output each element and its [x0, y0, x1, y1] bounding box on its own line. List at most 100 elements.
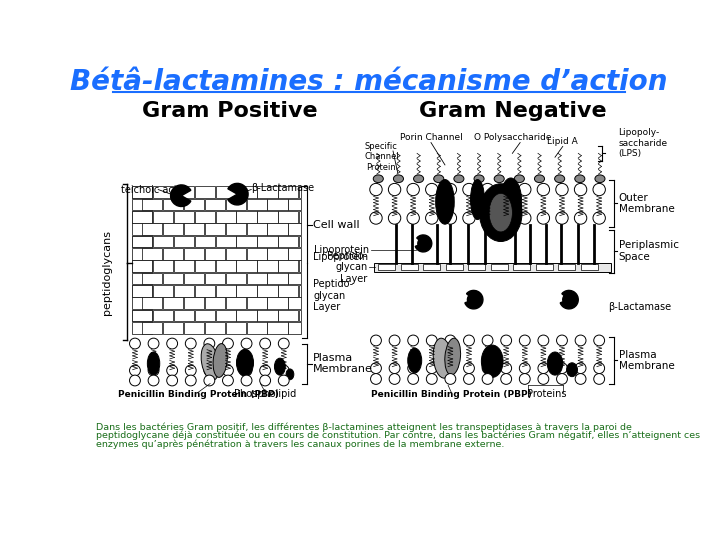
Bar — [279, 211, 299, 222]
Bar — [132, 298, 152, 309]
Bar — [401, 264, 418, 271]
Circle shape — [426, 335, 437, 346]
Bar — [132, 236, 152, 247]
Bar — [174, 211, 194, 222]
Bar — [184, 322, 204, 334]
Circle shape — [445, 374, 456, 384]
Circle shape — [241, 338, 252, 349]
Circle shape — [537, 212, 549, 224]
Circle shape — [185, 375, 196, 386]
Ellipse shape — [480, 184, 522, 241]
Bar — [163, 273, 183, 284]
Circle shape — [518, 212, 531, 224]
Bar — [300, 285, 301, 296]
Circle shape — [500, 363, 512, 374]
Circle shape — [279, 375, 289, 386]
Circle shape — [445, 363, 456, 374]
Bar — [132, 322, 152, 334]
Bar — [153, 260, 173, 272]
Text: β-Lactamase: β-Lactamase — [251, 183, 315, 193]
Circle shape — [426, 184, 438, 195]
Bar — [194, 211, 215, 222]
Circle shape — [500, 184, 513, 195]
Circle shape — [575, 374, 586, 384]
Circle shape — [556, 184, 568, 195]
Circle shape — [148, 338, 159, 349]
Bar — [132, 248, 152, 260]
Circle shape — [594, 374, 605, 384]
Bar — [558, 264, 575, 271]
Text: enzymes qu’après pénétration à travers les canaux porines de la membrane externe: enzymes qu’après pénétration à travers l… — [96, 439, 505, 449]
Circle shape — [371, 335, 382, 346]
Ellipse shape — [274, 358, 285, 375]
Circle shape — [482, 335, 493, 346]
Circle shape — [594, 363, 605, 374]
Circle shape — [500, 212, 513, 224]
Circle shape — [575, 363, 586, 374]
Bar — [246, 224, 266, 235]
Bar — [300, 260, 301, 272]
Bar — [215, 285, 235, 296]
Ellipse shape — [436, 179, 454, 224]
Ellipse shape — [413, 175, 423, 183]
Bar — [267, 224, 287, 235]
Bar — [132, 224, 152, 235]
Ellipse shape — [286, 369, 294, 380]
Text: peptidoglycans: peptidoglycans — [102, 230, 112, 315]
Bar — [153, 309, 173, 321]
Circle shape — [167, 365, 178, 376]
Text: peptidoglycane déjà constituée ou en cours de constitution. Par contre, dans les: peptidoglycane déjà constituée ou en cou… — [96, 430, 701, 440]
Circle shape — [167, 338, 178, 349]
Bar — [258, 211, 277, 222]
Circle shape — [388, 212, 401, 224]
Circle shape — [464, 363, 474, 374]
Bar — [300, 211, 301, 222]
Ellipse shape — [445, 338, 461, 375]
Ellipse shape — [454, 175, 464, 183]
Circle shape — [279, 338, 289, 349]
Circle shape — [482, 212, 494, 224]
Circle shape — [464, 374, 474, 384]
Ellipse shape — [201, 344, 219, 380]
Bar — [225, 322, 246, 334]
Circle shape — [593, 212, 606, 224]
Bar — [236, 309, 256, 321]
Circle shape — [148, 365, 159, 376]
Circle shape — [426, 374, 437, 384]
Bar — [153, 211, 173, 222]
Bar — [215, 236, 235, 247]
Bar — [225, 273, 246, 284]
Circle shape — [556, 212, 568, 224]
Bar — [236, 236, 256, 247]
Circle shape — [389, 335, 400, 346]
Text: teichoic acid: teichoic acid — [121, 185, 183, 194]
Circle shape — [538, 335, 549, 346]
Bar — [184, 248, 204, 260]
Circle shape — [463, 212, 475, 224]
Circle shape — [130, 338, 140, 349]
Bar — [163, 322, 183, 334]
Circle shape — [260, 338, 271, 349]
Bar — [132, 199, 152, 211]
Bar — [258, 260, 277, 272]
Circle shape — [557, 363, 567, 374]
Text: Penicillin Binding Protein (PBP): Penicillin Binding Protein (PBP) — [118, 390, 279, 399]
Circle shape — [130, 365, 140, 376]
Ellipse shape — [213, 343, 228, 377]
Bar — [132, 236, 152, 247]
Text: Gram Negative: Gram Negative — [418, 101, 606, 121]
Bar — [142, 322, 162, 334]
Bar — [163, 298, 183, 309]
Bar — [378, 264, 395, 271]
Circle shape — [222, 375, 233, 386]
Bar — [225, 224, 246, 235]
Circle shape — [519, 363, 530, 374]
Circle shape — [557, 335, 567, 346]
Wedge shape — [228, 184, 248, 205]
Text: Lipoprotein: Lipoprotein — [313, 252, 369, 262]
Ellipse shape — [148, 352, 160, 375]
Bar — [184, 224, 204, 235]
Ellipse shape — [433, 175, 444, 183]
Bar — [204, 224, 225, 235]
Text: Lipid A: Lipid A — [547, 137, 578, 146]
